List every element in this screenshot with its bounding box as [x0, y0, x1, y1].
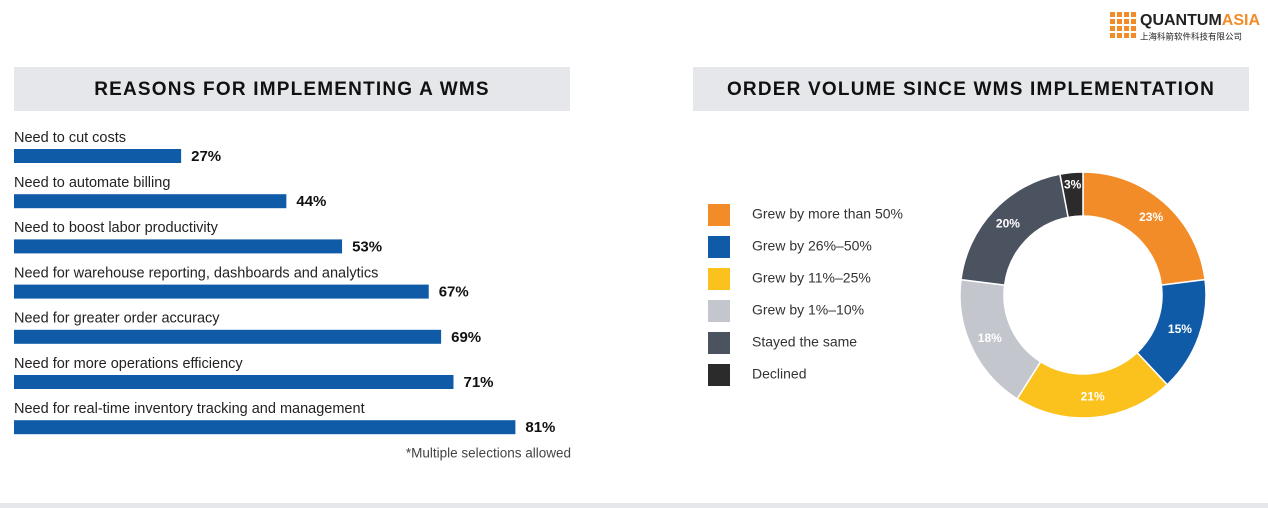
- legend-label: Grew by 11%–25%: [752, 270, 871, 286]
- category-label: Need for real-time inventory tracking an…: [14, 401, 365, 417]
- chart-title: REASONS FOR IMPLEMENTING A WMS: [94, 79, 490, 100]
- footnote: *Multiple selections allowed: [406, 446, 571, 461]
- bar: [14, 284, 429, 299]
- chart-title: ORDER VOLUME SINCE WMS IMPLEMENTATION: [727, 79, 1215, 100]
- value-label: 53%: [352, 238, 382, 255]
- donut-segment: [1082, 171, 1206, 286]
- bar: [14, 149, 182, 163]
- bar: [14, 329, 442, 344]
- category-label: Need to cut costs: [14, 130, 126, 146]
- value-label: 27%: [191, 148, 221, 165]
- value-label: 67%: [439, 284, 469, 301]
- value-label: 69%: [451, 329, 481, 346]
- bottom-strip: [0, 503, 1268, 508]
- logo-subtitle: 上海科箭软件科技有限公司: [1140, 31, 1242, 41]
- legend-swatch: [708, 364, 730, 386]
- segment-label: 15%: [1168, 322, 1192, 336]
- value-label: 81%: [525, 419, 555, 436]
- header-band: [693, 67, 1249, 111]
- legend-label: Stayed the same: [752, 334, 857, 350]
- segment-label: 18%: [978, 331, 1002, 345]
- legend-swatch: [708, 332, 730, 354]
- segment-label: 23%: [1139, 210, 1163, 224]
- legend-swatch: [708, 236, 730, 258]
- segment-label: 21%: [1081, 390, 1105, 404]
- donut-segment: [1059, 171, 1084, 219]
- segment-label: 20%: [996, 217, 1020, 231]
- legend-label: Grew by more than 50%: [752, 206, 903, 222]
- legend-label: Grew by 1%–10%: [752, 302, 864, 318]
- value-label: 44%: [296, 193, 326, 210]
- logo-name: QUANTUMASIA: [1140, 12, 1260, 29]
- bar: [14, 420, 516, 435]
- category-label: Need for more operations efficiency: [14, 356, 243, 372]
- category-label: Need to automate billing: [14, 175, 170, 191]
- logo-name-part: QUANTUM: [1140, 12, 1222, 29]
- legend-swatch: [708, 300, 730, 322]
- logo: QUANTUMASIA 上海科箭软件科技有限公司: [1110, 12, 1260, 41]
- bar: [14, 194, 287, 209]
- legend-label: Grew by 26%–50%: [752, 238, 872, 254]
- category-label: Need to boost labor productivity: [14, 220, 219, 236]
- category-label: Need for greater order accuracy: [14, 311, 220, 327]
- legend-swatch: [708, 204, 730, 226]
- bar: [14, 239, 343, 254]
- legend-label: Declined: [752, 366, 806, 382]
- value-label: 71%: [463, 374, 493, 391]
- logo-name-part: ASIA: [1222, 12, 1261, 29]
- header-band: [14, 67, 570, 111]
- category-label: Need for warehouse reporting, dashboards…: [14, 265, 378, 281]
- logo-icon: [1110, 12, 1136, 38]
- segment-label: 3%: [1064, 178, 1082, 192]
- legend-swatch: [708, 268, 730, 290]
- bar: [14, 375, 454, 389]
